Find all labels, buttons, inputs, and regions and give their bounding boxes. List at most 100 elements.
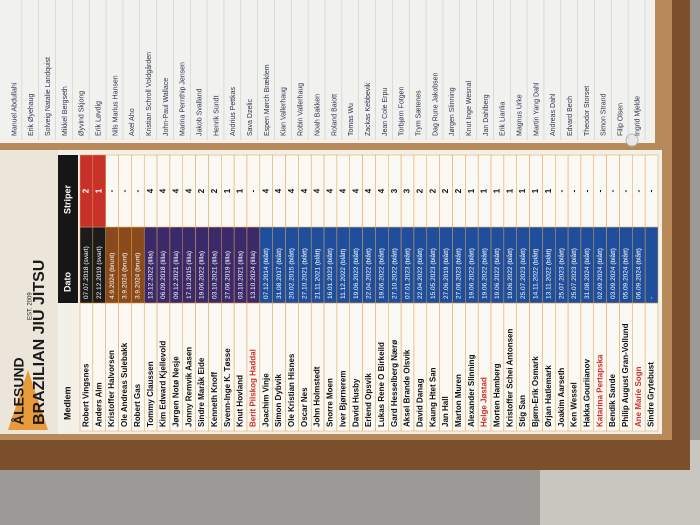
table-header: Striper — [62, 184, 72, 214]
list-name: Trym Sætenes — [415, 90, 422, 136]
member-stripes: - — [557, 189, 566, 192]
member-name: Ken Wessel — [570, 382, 579, 427]
member-name: Ane Marie Sogn — [634, 366, 643, 427]
member-date: 11.12.2022 (blått) — [339, 249, 347, 299]
member-stripes: 4 — [184, 188, 193, 193]
member-date: 03.10.2021 (lilla) — [237, 251, 244, 299]
member-stripes: 3 — [390, 188, 399, 193]
member-date: 09.12.2021 (lilla) — [173, 251, 180, 299]
member-name: Kim Edward Kjellevold — [159, 341, 168, 427]
member-stripes: 4 — [171, 188, 180, 193]
member-date: 07.12.2014 (blått) — [262, 248, 270, 299]
member-name: Snorre Moen — [326, 378, 335, 427]
member-name: Robert Vingsnes — [82, 363, 91, 427]
member-stripes: - — [634, 189, 643, 192]
list-name: Andrius Pettkas — [230, 86, 237, 136]
member-name: Bjørn-Erik Osmark — [531, 356, 540, 427]
list-name: Marina Pernthip Jensen — [180, 62, 187, 136]
list-name: Knut Inge Wesnal — [466, 80, 473, 136]
header-dark — [58, 155, 78, 227]
member-name: Kaung Htet San — [428, 367, 437, 427]
member-date: 19.06.2022 (blått) — [480, 248, 488, 299]
member-stripes: 1 — [467, 188, 476, 193]
member-name: Lukas Rene O Birkeild — [377, 342, 386, 427]
member-stripes: 4 — [364, 188, 373, 193]
member-name: Ole Kristian Hisnes — [287, 353, 296, 427]
member-date: 31.08.2017 (blått) — [275, 248, 283, 299]
member-stripes: - — [570, 189, 579, 192]
list-name: Kian Vallerhaug — [281, 87, 288, 136]
member-name: Kenneth Knoff — [210, 372, 219, 427]
logo-triangle — [8, 370, 48, 430]
member-stripes: 4 — [261, 188, 270, 193]
logo-title: BRAZILIAN JIU JITSU — [31, 260, 48, 425]
list-name: Jørgen Slinning — [449, 87, 456, 136]
member-name: Kristoffer Schei Antonsen — [505, 329, 514, 427]
list-name: Roland Baiott — [331, 94, 338, 136]
list-name: Filip Olsen — [618, 103, 625, 136]
member-date: 16.01.2023 (blått) — [326, 248, 334, 299]
member-date: 19.06.2022 (blått) — [467, 248, 475, 299]
member-date: 19.06.2022 (blått) — [493, 248, 501, 299]
member-stripes: - — [647, 189, 656, 192]
member-date: 13.12.2022 (lilla) — [147, 251, 154, 299]
member-date: 07.07.2018 (svart) — [83, 246, 90, 299]
member-name: Kristoffer Halvorsen — [107, 350, 116, 427]
member-date: 22.04.2022 (blått) — [416, 248, 424, 299]
member-date: 25.07.2023 (blått) — [519, 248, 527, 299]
member-stripes: 4 — [377, 188, 386, 193]
list-name: Axel Aho — [129, 108, 136, 136]
table-header: Dato — [62, 271, 72, 292]
member-date: 03.10.2021 (lilla) — [212, 251, 219, 299]
list-name: Edvard Bech — [567, 96, 574, 136]
list-name: Sava Dzelic — [247, 99, 254, 136]
list-name: Ingrid Mjelde — [634, 96, 641, 136]
list-name: Espen Mørch Bræklem — [264, 64, 271, 136]
member-name: Sindre Grytebust — [647, 362, 656, 427]
member-name: Joachim Vinje — [261, 373, 270, 427]
member-name: Stig San — [518, 395, 527, 427]
list-name: Tomas Wu — [348, 103, 355, 136]
member-date: 06.09.2024 (blått) — [634, 248, 642, 299]
member-stripes: 1 — [505, 188, 514, 193]
member-date: 20.02.2015 (blått) — [288, 248, 296, 299]
member-stripes: 4 — [274, 188, 283, 193]
member-name: Hakka Gouriianov — [582, 358, 591, 427]
member-date: 19.06.2022 (blått) — [378, 248, 386, 299]
member-date: 25.07.2023 (blått) — [557, 248, 565, 299]
member-date: 05.09.2024 (blått) — [622, 248, 630, 299]
member-name: Philip August Gran-Vollund — [621, 323, 630, 427]
member-name: David Danag — [415, 378, 424, 427]
list-name: Manuel Abdullahi — [11, 82, 18, 136]
member-name: Bendik Sande — [608, 374, 617, 427]
member-date: 3.9.2024 (brunt) — [135, 253, 142, 299]
list-name: Dag Rune Jakobsen — [432, 72, 439, 136]
member-stripes: - — [107, 189, 116, 192]
list-name: Nils Marius Hansen — [112, 75, 119, 136]
member-stripes: 1 — [518, 188, 527, 193]
member-date: 4.9.2024 (brunt) — [109, 253, 116, 299]
member-name: Ørjan Hatlemark — [544, 365, 553, 427]
member-name: Tommy Claussen — [146, 361, 155, 427]
member-date: 17.10.2015 (lilla) — [186, 251, 193, 299]
member-name: Joakim Aarseth — [557, 368, 566, 427]
member-stripes: 1 — [544, 188, 553, 193]
member-name: Katarina Pertapska — [595, 354, 604, 427]
list-name: Jan Dahlberg — [483, 94, 490, 136]
member-date: 15.05.2023 (blått) — [429, 248, 437, 299]
member-name: Jonny Remvik Aasen — [184, 347, 193, 427]
member-name: Helge Jøstad — [480, 377, 489, 427]
member-date: 22.04.2022 (blått) — [365, 248, 373, 299]
member-stripes: 1 — [236, 188, 245, 193]
member-stripes: 1 — [493, 188, 502, 193]
upper-sheet — [0, 0, 655, 143]
member-name: John Holmstedt — [313, 366, 322, 427]
member-name: David Husby — [351, 378, 360, 427]
list-name: Jakob Svalland — [197, 88, 204, 136]
member-date: - — [648, 297, 655, 299]
logo-est: EST. 2009 — [28, 292, 34, 320]
list-name: Solveig Natalie Landquist — [45, 57, 52, 136]
member-stripes: 2 — [428, 188, 437, 193]
member-name: Anders Alm — [94, 382, 103, 427]
